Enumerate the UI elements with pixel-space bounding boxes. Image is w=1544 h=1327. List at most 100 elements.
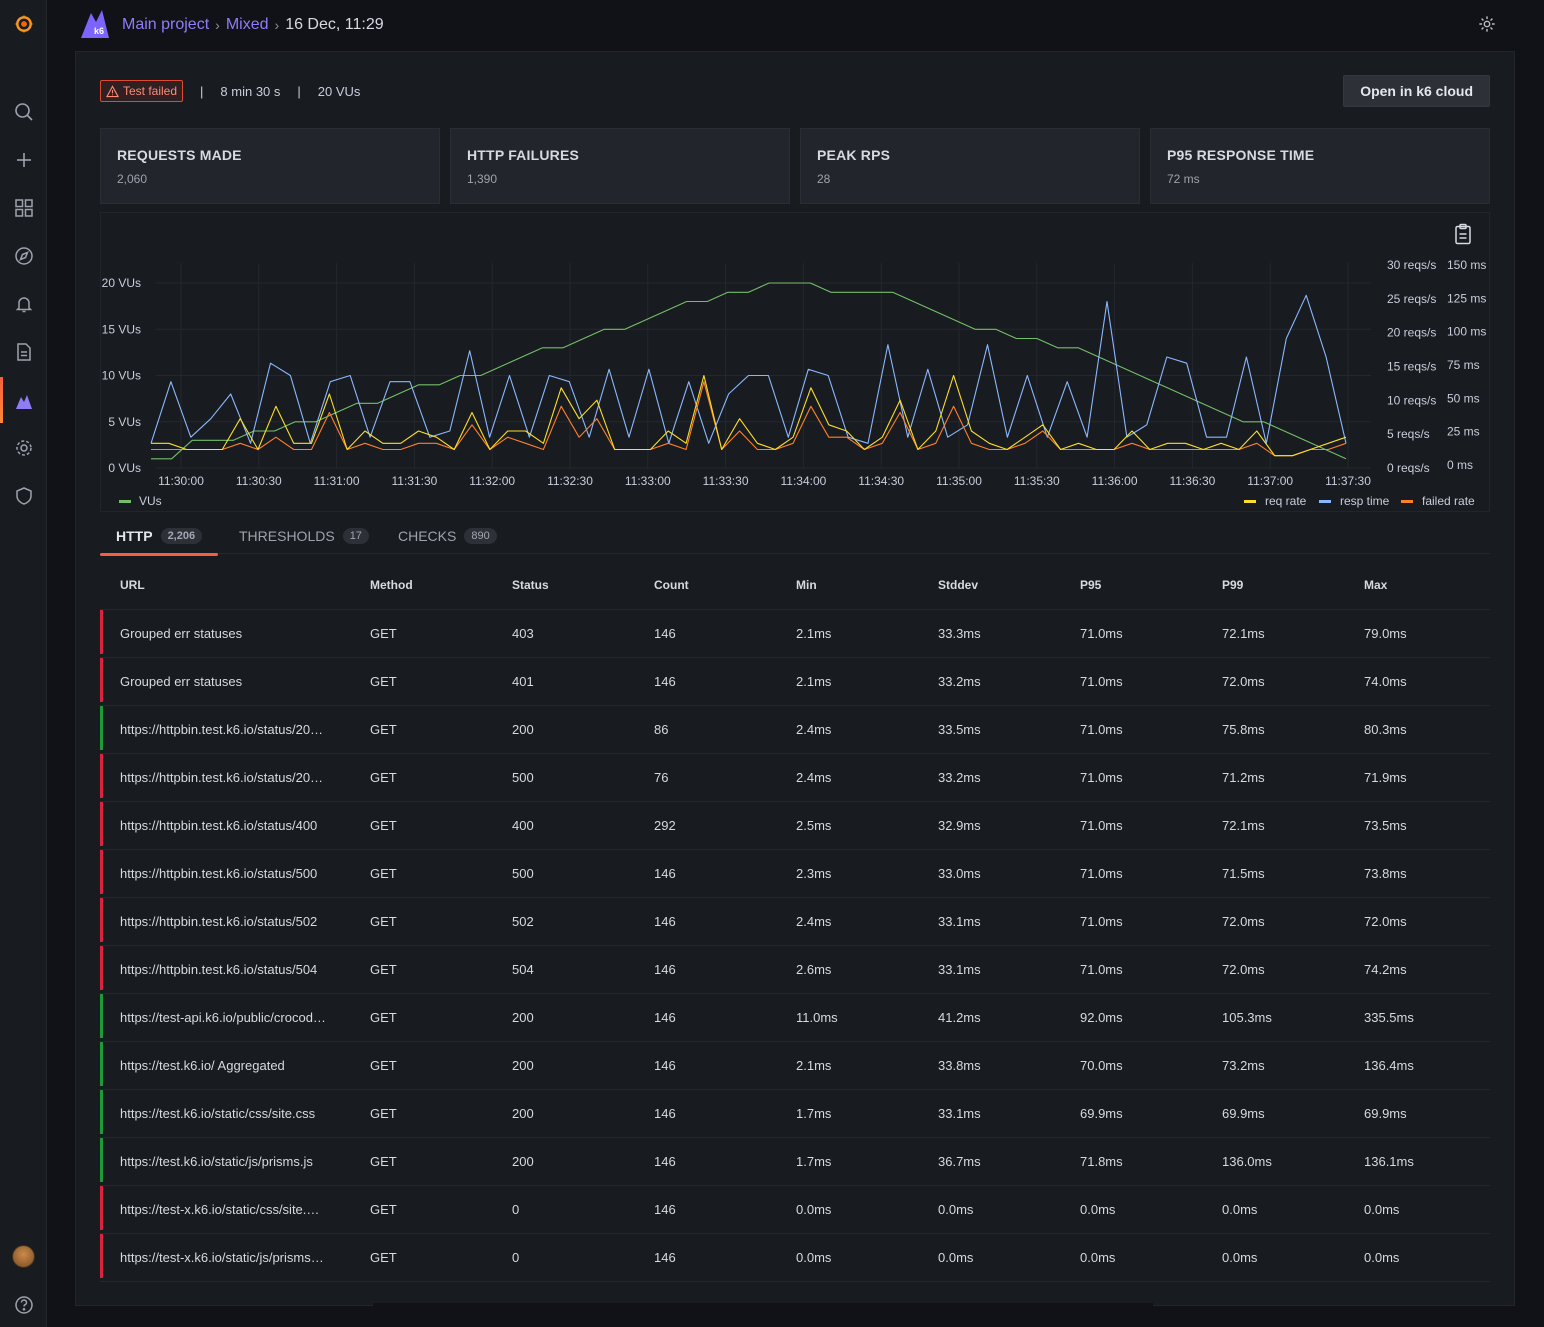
avatar[interactable] [12, 1245, 35, 1268]
stat-http-failures: HTTP FAILURES 1,390 [450, 128, 790, 204]
status-error-indicator [100, 850, 103, 894]
tab-count: 890 [464, 528, 497, 544]
cell-p99: 69.9ms [1222, 1106, 1265, 1121]
help-icon[interactable] [8, 1289, 39, 1320]
cell-url: Grouped err statuses [120, 626, 243, 641]
legend-label: resp time [1340, 494, 1390, 508]
divider: | [200, 83, 204, 99]
cell-max: 136.4ms [1364, 1058, 1414, 1073]
shield-icon[interactable] [8, 480, 39, 511]
cell-count: 146 [654, 1106, 676, 1121]
cell-method: GET [370, 1202, 397, 1217]
stat-peak-rps: PEAK RPS 28 [800, 128, 1140, 204]
tab-checks[interactable]: CHECKS 890 [382, 518, 513, 554]
column-header-status[interactable]: Status [512, 577, 549, 592]
gear-icon[interactable] [1478, 15, 1496, 33]
cell-stddev: 33.5ms [938, 722, 981, 737]
status-error-indicator [100, 802, 103, 846]
alerting-icon[interactable] [8, 288, 39, 319]
search-icon[interactable] [8, 96, 39, 127]
table-row[interactable]: https://httpbin.test.k6.io/status/504 GET… [100, 946, 1490, 994]
scrollbar-gap [373, 1303, 1153, 1306]
series-line-req-rate [151, 374, 1347, 457]
column-header-count[interactable]: Count [654, 577, 689, 592]
column-header-stddev[interactable]: Stddev [938, 577, 979, 592]
tab-thresholds[interactable]: THRESHOLDS 17 [223, 518, 385, 554]
table-row[interactable]: https://test-x.k6.io/static/js/prisms… GE… [100, 1234, 1490, 1282]
x-tick-label: 11:37:30 [1325, 474, 1371, 488]
column-header-url[interactable]: URL [120, 577, 145, 592]
divider: | [297, 83, 301, 99]
breadcrumb-test[interactable]: Mixed [225, 16, 269, 33]
column-header-max[interactable]: Max [1364, 577, 1388, 592]
cell-min: 0.0ms [796, 1250, 832, 1265]
badge-label: Test failed [123, 84, 178, 98]
explore-icon[interactable] [8, 240, 39, 271]
cell-max: 69.9ms [1364, 1106, 1407, 1121]
cell-url: https://test.k6.io/ Aggregated [120, 1058, 285, 1073]
cell-url: https://test-x.k6.io/static/js/prisms… [120, 1250, 324, 1265]
column-header-p95[interactable]: P95 [1080, 577, 1102, 592]
cell-status: 403 [512, 626, 534, 641]
x-tick-label: 11:32:00 [469, 474, 515, 488]
cell-min: 2.4ms [796, 770, 832, 785]
configuration-icon[interactable] [8, 432, 39, 463]
status-error-indicator [100, 754, 103, 798]
table-row[interactable]: https://test-api.k6.io/public/crocod… GET… [100, 994, 1490, 1042]
cell-p95: 71.0ms [1080, 866, 1123, 881]
cell-url: https://httpbin.test.k6.io/status/20… [120, 722, 324, 737]
stat-value: 72 ms [1167, 172, 1200, 186]
tab-http[interactable]: HTTP 2,206 [100, 518, 219, 556]
plus-icon[interactable] [8, 144, 39, 175]
table-row[interactable]: https://test.k6.io/static/css/site.css GE… [100, 1090, 1490, 1138]
table-row[interactable]: https://httpbin.test.k6.io/status/20… GET… [100, 754, 1490, 802]
cell-max: 79.0ms [1364, 626, 1407, 641]
test-vus: 20 VUs [317, 83, 361, 99]
open-in-cloud-button[interactable]: Open in k6 cloud [1343, 75, 1490, 107]
cell-min: 2.5ms [796, 818, 832, 833]
table-row[interactable]: https://httpbin.test.k6.io/status/502 GET… [100, 898, 1490, 946]
top-bar: k6 Main project › Mixed › 16 Dec, 11:29 [47, 0, 1544, 51]
status-error-indicator [100, 1234, 103, 1278]
cell-count: 146 [654, 962, 676, 977]
cell-min: 1.7ms [796, 1106, 832, 1121]
cell-stddev: 33.8ms [938, 1058, 981, 1073]
cell-count: 76 [654, 770, 669, 785]
reports-icon[interactable] [8, 336, 39, 367]
cell-status: 200 [512, 1106, 534, 1121]
cell-url: https://httpbin.test.k6.io/status/20… [120, 770, 324, 785]
cell-min: 0.0ms [796, 1202, 832, 1217]
cell-status: 200 [512, 1154, 534, 1169]
clipboard-icon[interactable] [1453, 223, 1473, 245]
cell-method: GET [370, 866, 397, 881]
table-row[interactable]: https://test.k6.io/ Aggregated GET 200 146 2… [100, 1042, 1490, 1090]
dashboards-icon[interactable] [8, 192, 39, 223]
x-tick-label: 11:33:00 [625, 474, 671, 488]
cell-min: 11.0ms [796, 1010, 838, 1025]
column-header-min[interactable]: Min [796, 577, 817, 592]
table-row[interactable]: https://httpbin.test.k6.io/status/500 GET… [100, 850, 1490, 898]
series-line-failed-rate [151, 381, 1347, 457]
table-row[interactable]: Grouped err statuses GET 403 146 2.1ms 33.3ms… [100, 610, 1490, 658]
legend-swatch [119, 500, 131, 503]
cell-p99: 73.2ms [1222, 1058, 1265, 1073]
cell-max: 0.0ms [1364, 1250, 1400, 1265]
table-row[interactable]: https://httpbin.test.k6.io/status/20… GET… [100, 706, 1490, 754]
breadcrumb-project[interactable]: Main project [122, 16, 210, 33]
y-left-tick-label: 20 VUs [102, 276, 141, 290]
breadcrumb-separator: › [274, 17, 280, 33]
cell-stddev: 33.2ms [938, 674, 981, 689]
k6-icon[interactable] [8, 386, 39, 417]
table-row[interactable]: https://test.k6.io/static/js/prisms.js GE… [100, 1138, 1490, 1186]
table-row[interactable]: https://httpbin.test.k6.io/status/400 GET… [100, 802, 1490, 850]
table-row[interactable]: Grouped err statuses GET 401 146 2.1ms 33.2ms… [100, 658, 1490, 706]
chart-svg[interactable]: 11:30:00 11:30:30 11:31:00 11:31:30 11:32:00… [101, 213, 1491, 513]
tab-label: CHECKS [398, 528, 457, 544]
cell-p95: 71.0ms [1080, 914, 1123, 929]
grafana-logo-icon[interactable] [8, 8, 39, 39]
cell-url: Grouped err statuses [120, 674, 243, 689]
column-header-method[interactable]: Method [370, 577, 413, 592]
cell-status: 502 [512, 914, 534, 929]
column-header-p99[interactable]: P99 [1222, 577, 1244, 592]
table-row[interactable]: https://test-x.k6.io/static/css/site.… GE… [100, 1186, 1490, 1234]
